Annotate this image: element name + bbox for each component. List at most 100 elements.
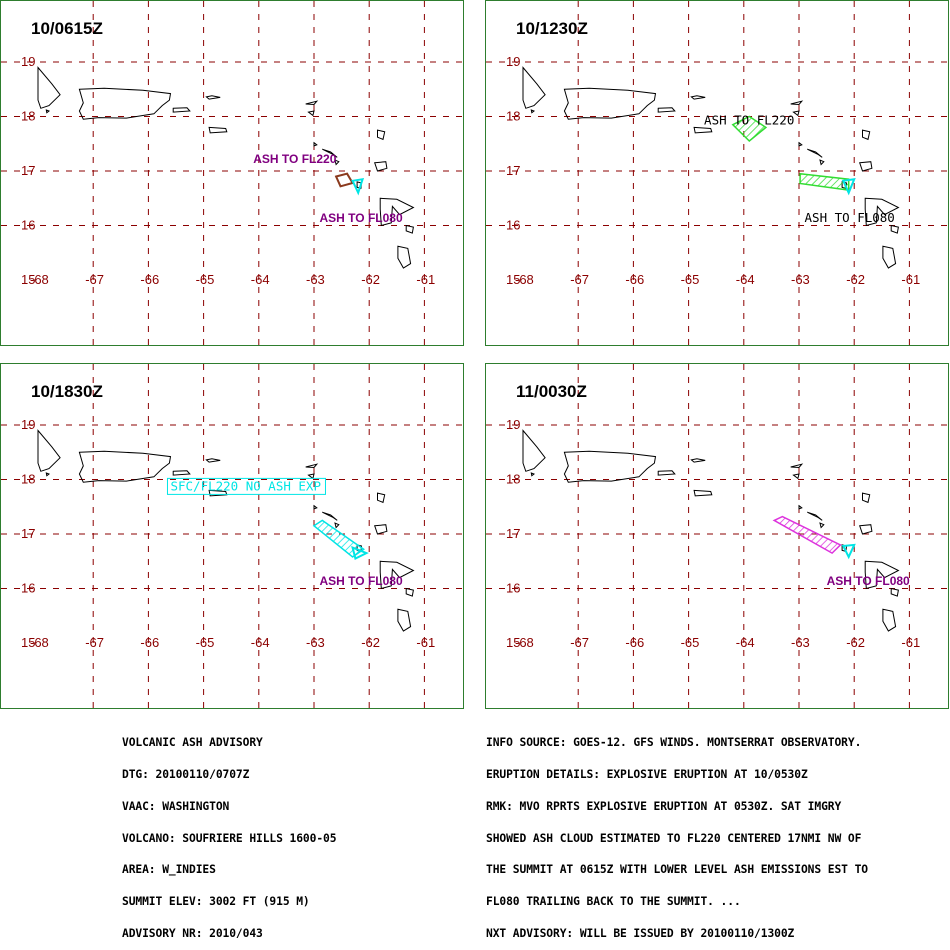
coastline-st-martin: [792, 473, 800, 480]
lat-label: 15: [506, 272, 520, 287]
advisory-header: VOLCANIC ASH ADVISORY DTG: 20100110/0707…: [122, 717, 337, 950]
coastline-vieques: [657, 470, 676, 476]
lat-label: 16: [506, 218, 520, 233]
coastline-barbuda: [862, 492, 871, 504]
coastline-dominica: [397, 245, 412, 269]
lon-label: -64: [251, 635, 270, 650]
coastline-puerto-rico: [563, 450, 657, 483]
ash-annotation-label: ASH TO FL080: [805, 210, 895, 225]
ash-area-polygon: [799, 172, 850, 191]
volcano-marker: [351, 177, 365, 196]
lon-label: -63: [791, 272, 810, 287]
ash-annotation-label: ASH TO FL080: [320, 574, 403, 588]
panel-time-2: 10/1230Z: [516, 19, 588, 38]
grid-2: [486, 1, 950, 347]
lat-label: 19: [21, 54, 35, 69]
coastline-hispaniola-tip: [37, 66, 61, 109]
coastline-nevis: [819, 522, 825, 529]
ash-area-polygon: [312, 519, 366, 558]
coastline-vieques: [657, 107, 676, 113]
grid-labels-1: 19 18 17 16 15-68 -67 -66 -65 -64 -63 -62 -61: [21, 54, 435, 287]
annotations-1: ASH TO FL220 ASH TO FL080: [253, 152, 403, 225]
advisory-line: AREA: W_INDIES: [122, 863, 216, 877]
ash-annotation-label: ASH TO FL220: [253, 152, 336, 166]
annotations-3: SFC/FL220 NO ASH EXP ASH TO FL080: [166, 477, 403, 588]
grid-labels-3: 19 18 17 16 15-68 -67 -66 -65 -64 -63 -62 -61: [21, 417, 435, 650]
coastline-anguilla: [305, 463, 319, 469]
lon-label: -62: [361, 272, 380, 287]
lat-label: 18: [506, 109, 520, 124]
coastline-st-eustatius: [313, 141, 318, 147]
ash-annotation-label: ASH TO FL080: [827, 574, 910, 588]
coastline-4: [522, 429, 900, 632]
coastline-antigua: [374, 524, 388, 535]
map-canvas-4: 19 18 17 16 15-68 -67 -66 -65 -64 -63 -62 -61 ASH T…: [486, 364, 950, 710]
grid-1: [1, 1, 465, 347]
coastline-guadeloupe: [864, 560, 900, 590]
panel-time-3: 10/1830Z: [31, 382, 103, 401]
lat-label: 15: [506, 635, 520, 650]
lon-label: -66: [625, 272, 644, 287]
coastline-hispaniola-tip: [522, 429, 546, 472]
annotations-4: ASH TO FL080: [827, 574, 910, 588]
lon-label: -61: [901, 635, 920, 650]
coastline-1: [37, 66, 415, 269]
ash-features-1: [334, 172, 365, 196]
lat-label: 15: [21, 635, 35, 650]
lon-label: -66: [140, 272, 159, 287]
advisory-line: FL080 TRAILING BACK TO THE SUMMIT. ...: [486, 895, 741, 909]
map-panel-1: 19 18 17 16 15 -68 -67 -66 -65 -64 -63 -62 -61 ASH T…: [0, 0, 465, 347]
advisory-line: INFO SOURCE: GOES-12. GFS WINDS. MONTSER…: [486, 736, 862, 750]
volcano-marker: [841, 177, 856, 196]
coastline-st-eustatius: [798, 141, 803, 147]
lon-label: -62: [846, 272, 865, 287]
lat-label: 18: [21, 472, 35, 487]
lon-label: -68: [30, 635, 49, 650]
coastline-anguilla: [305, 100, 319, 106]
coastline-mona: [45, 472, 51, 477]
grid-3: [1, 364, 465, 710]
ash-annotation-label: ASH TO FL080: [320, 211, 403, 225]
ash-area-polygon: [334, 172, 355, 188]
coastline-montserrat: [356, 181, 363, 190]
coastline-vieques: [172, 470, 191, 476]
ash-area-polygon: [772, 515, 842, 555]
coastline-antigua: [374, 161, 388, 172]
lat-label: 17: [506, 526, 520, 541]
advisory-line: THE SUMMIT AT 0615Z WITH LOWER LEVEL ASH…: [486, 863, 868, 877]
coastline-st-croix: [693, 489, 713, 497]
coastline-hispaniola-tip: [522, 66, 546, 109]
lat-label: 15: [21, 272, 35, 287]
coastline-dominica: [397, 608, 412, 632]
grid-4: [486, 364, 950, 710]
grid-labels-2: 19 18 17 16 15-68 -67 -66 -65 -64 -63 -62 -61: [506, 54, 920, 287]
coastline-barbuda: [377, 492, 386, 504]
map-panel-4: 19 18 17 16 15 -68 -67 -66 -65 -64 -63 -62 -61 ASH T…: [485, 363, 950, 710]
lon-label: -61: [416, 635, 435, 650]
advisory-line: VOLCANIC ASH ADVISORY: [122, 736, 263, 750]
coastline-virgin-islands: [205, 458, 221, 463]
coastline-virgin-islands: [690, 95, 706, 100]
lat-label: 16: [506, 581, 520, 596]
panel-time-4: 11/0030Z: [516, 382, 587, 401]
volcano-marker: [841, 543, 856, 560]
advisory-remarks: INFO SOURCE: GOES-12. GFS WINDS. MONTSER…: [486, 717, 868, 950]
coastline-marie-galante: [405, 587, 414, 597]
coastline-marie-galante: [890, 587, 899, 597]
panel-time-1: 10/0615Z: [31, 19, 103, 38]
coastline-st-martin: [307, 473, 315, 480]
coastline-vieques: [172, 107, 191, 113]
ash-annotation-label: SFC/FL220 NO ASH EXP: [170, 478, 321, 493]
advisory-line: SHOWED ASH CLOUD ESTIMATED TO FL220 CENT…: [486, 831, 862, 845]
coastline-guadeloupe: [379, 197, 415, 227]
advisory-line: DTG: 20100110/0707Z: [122, 767, 250, 781]
coastline-nevis: [334, 159, 340, 166]
lon-label: -63: [306, 272, 325, 287]
coastline-barbuda: [862, 129, 871, 141]
map-canvas-2: 19 18 17 16 15-68 -67 -66 -65 -64 -63 -62 -61 ASH T…: [486, 1, 950, 347]
lon-label: -68: [515, 272, 534, 287]
lat-label: 19: [21, 417, 35, 432]
annotation-box: [166, 477, 326, 495]
lat-label: 18: [21, 109, 35, 124]
coastline-anguilla: [790, 100, 804, 106]
